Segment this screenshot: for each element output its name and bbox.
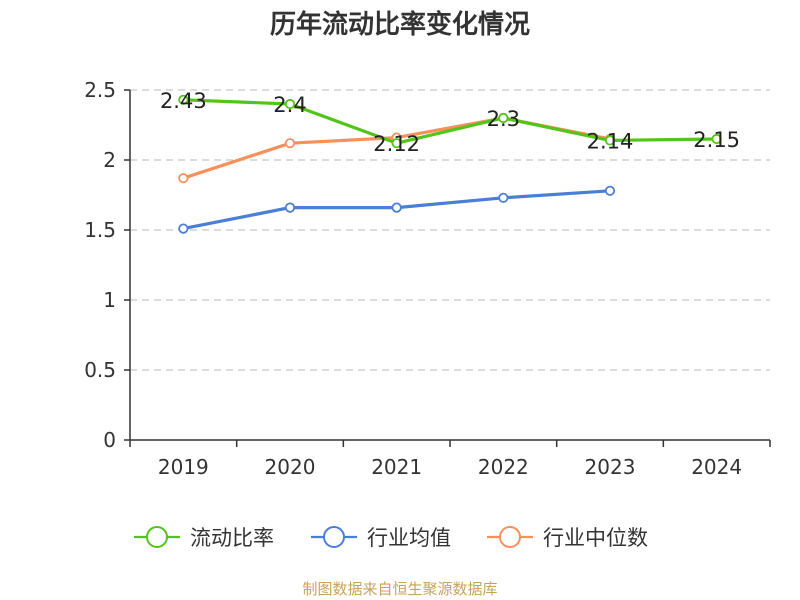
legend-marker xyxy=(323,526,345,548)
data-label: 2.15 xyxy=(693,128,740,152)
series-lines xyxy=(182,98,717,231)
legend-marker xyxy=(499,526,521,548)
data-label: 2.43 xyxy=(160,89,207,113)
data-point xyxy=(178,94,189,105)
axes: 0 0.5 1 1.5 2 2.5 2019 2020 2021 2022 2023 2024 xyxy=(84,78,771,479)
chart-title: 历年流动比率变化情况 xyxy=(269,10,530,40)
series-line-0 xyxy=(183,98,717,145)
data-label: 2.12 xyxy=(373,132,420,156)
data-point xyxy=(178,173,189,184)
data-source-note: 制图数据来自恒生聚源数据库 xyxy=(302,580,498,598)
data-label: 2.4 xyxy=(273,93,306,117)
legend-label: 行业均值 xyxy=(367,526,451,550)
data-point xyxy=(284,138,296,149)
data-point xyxy=(498,192,509,203)
data-point xyxy=(391,138,402,149)
x-tick-label: 2019 xyxy=(158,455,209,479)
grid-lines xyxy=(130,89,770,371)
y-tick-label: 1.5 xyxy=(84,218,116,242)
data-point xyxy=(604,135,616,146)
data-labels: 2.43 2.4 2.12 2.3 2.14 2.15 xyxy=(160,89,740,156)
data-point xyxy=(391,202,402,213)
data-point xyxy=(711,133,722,145)
legend-label: 流动比率 xyxy=(190,526,274,550)
y-tick-label: 0.5 xyxy=(84,358,116,382)
y-tick-label: 1 xyxy=(103,288,116,312)
x-tick-label: 2023 xyxy=(585,455,636,479)
legend: 流动比率 行业均值 行业中位数 xyxy=(134,526,648,550)
data-point xyxy=(604,185,616,196)
x-tick-label: 2022 xyxy=(478,455,529,479)
y-tick-label: 2.5 xyxy=(84,78,116,102)
data-point xyxy=(284,202,296,213)
data-point xyxy=(284,98,296,110)
x-tick-label: 2021 xyxy=(371,455,422,479)
legend-label: 行业中位数 xyxy=(543,526,648,550)
legend-marker xyxy=(146,526,168,548)
x-tick-label: 2020 xyxy=(265,455,316,479)
data-point xyxy=(498,112,509,124)
data-label: 2.14 xyxy=(587,129,634,153)
data-points xyxy=(178,94,722,234)
y-tick-label: 0 xyxy=(103,428,116,452)
data-label: 2.3 xyxy=(487,107,520,131)
data-point xyxy=(178,223,189,234)
x-tick-label: 2024 xyxy=(691,455,742,479)
y-tick-label: 2 xyxy=(103,148,116,172)
